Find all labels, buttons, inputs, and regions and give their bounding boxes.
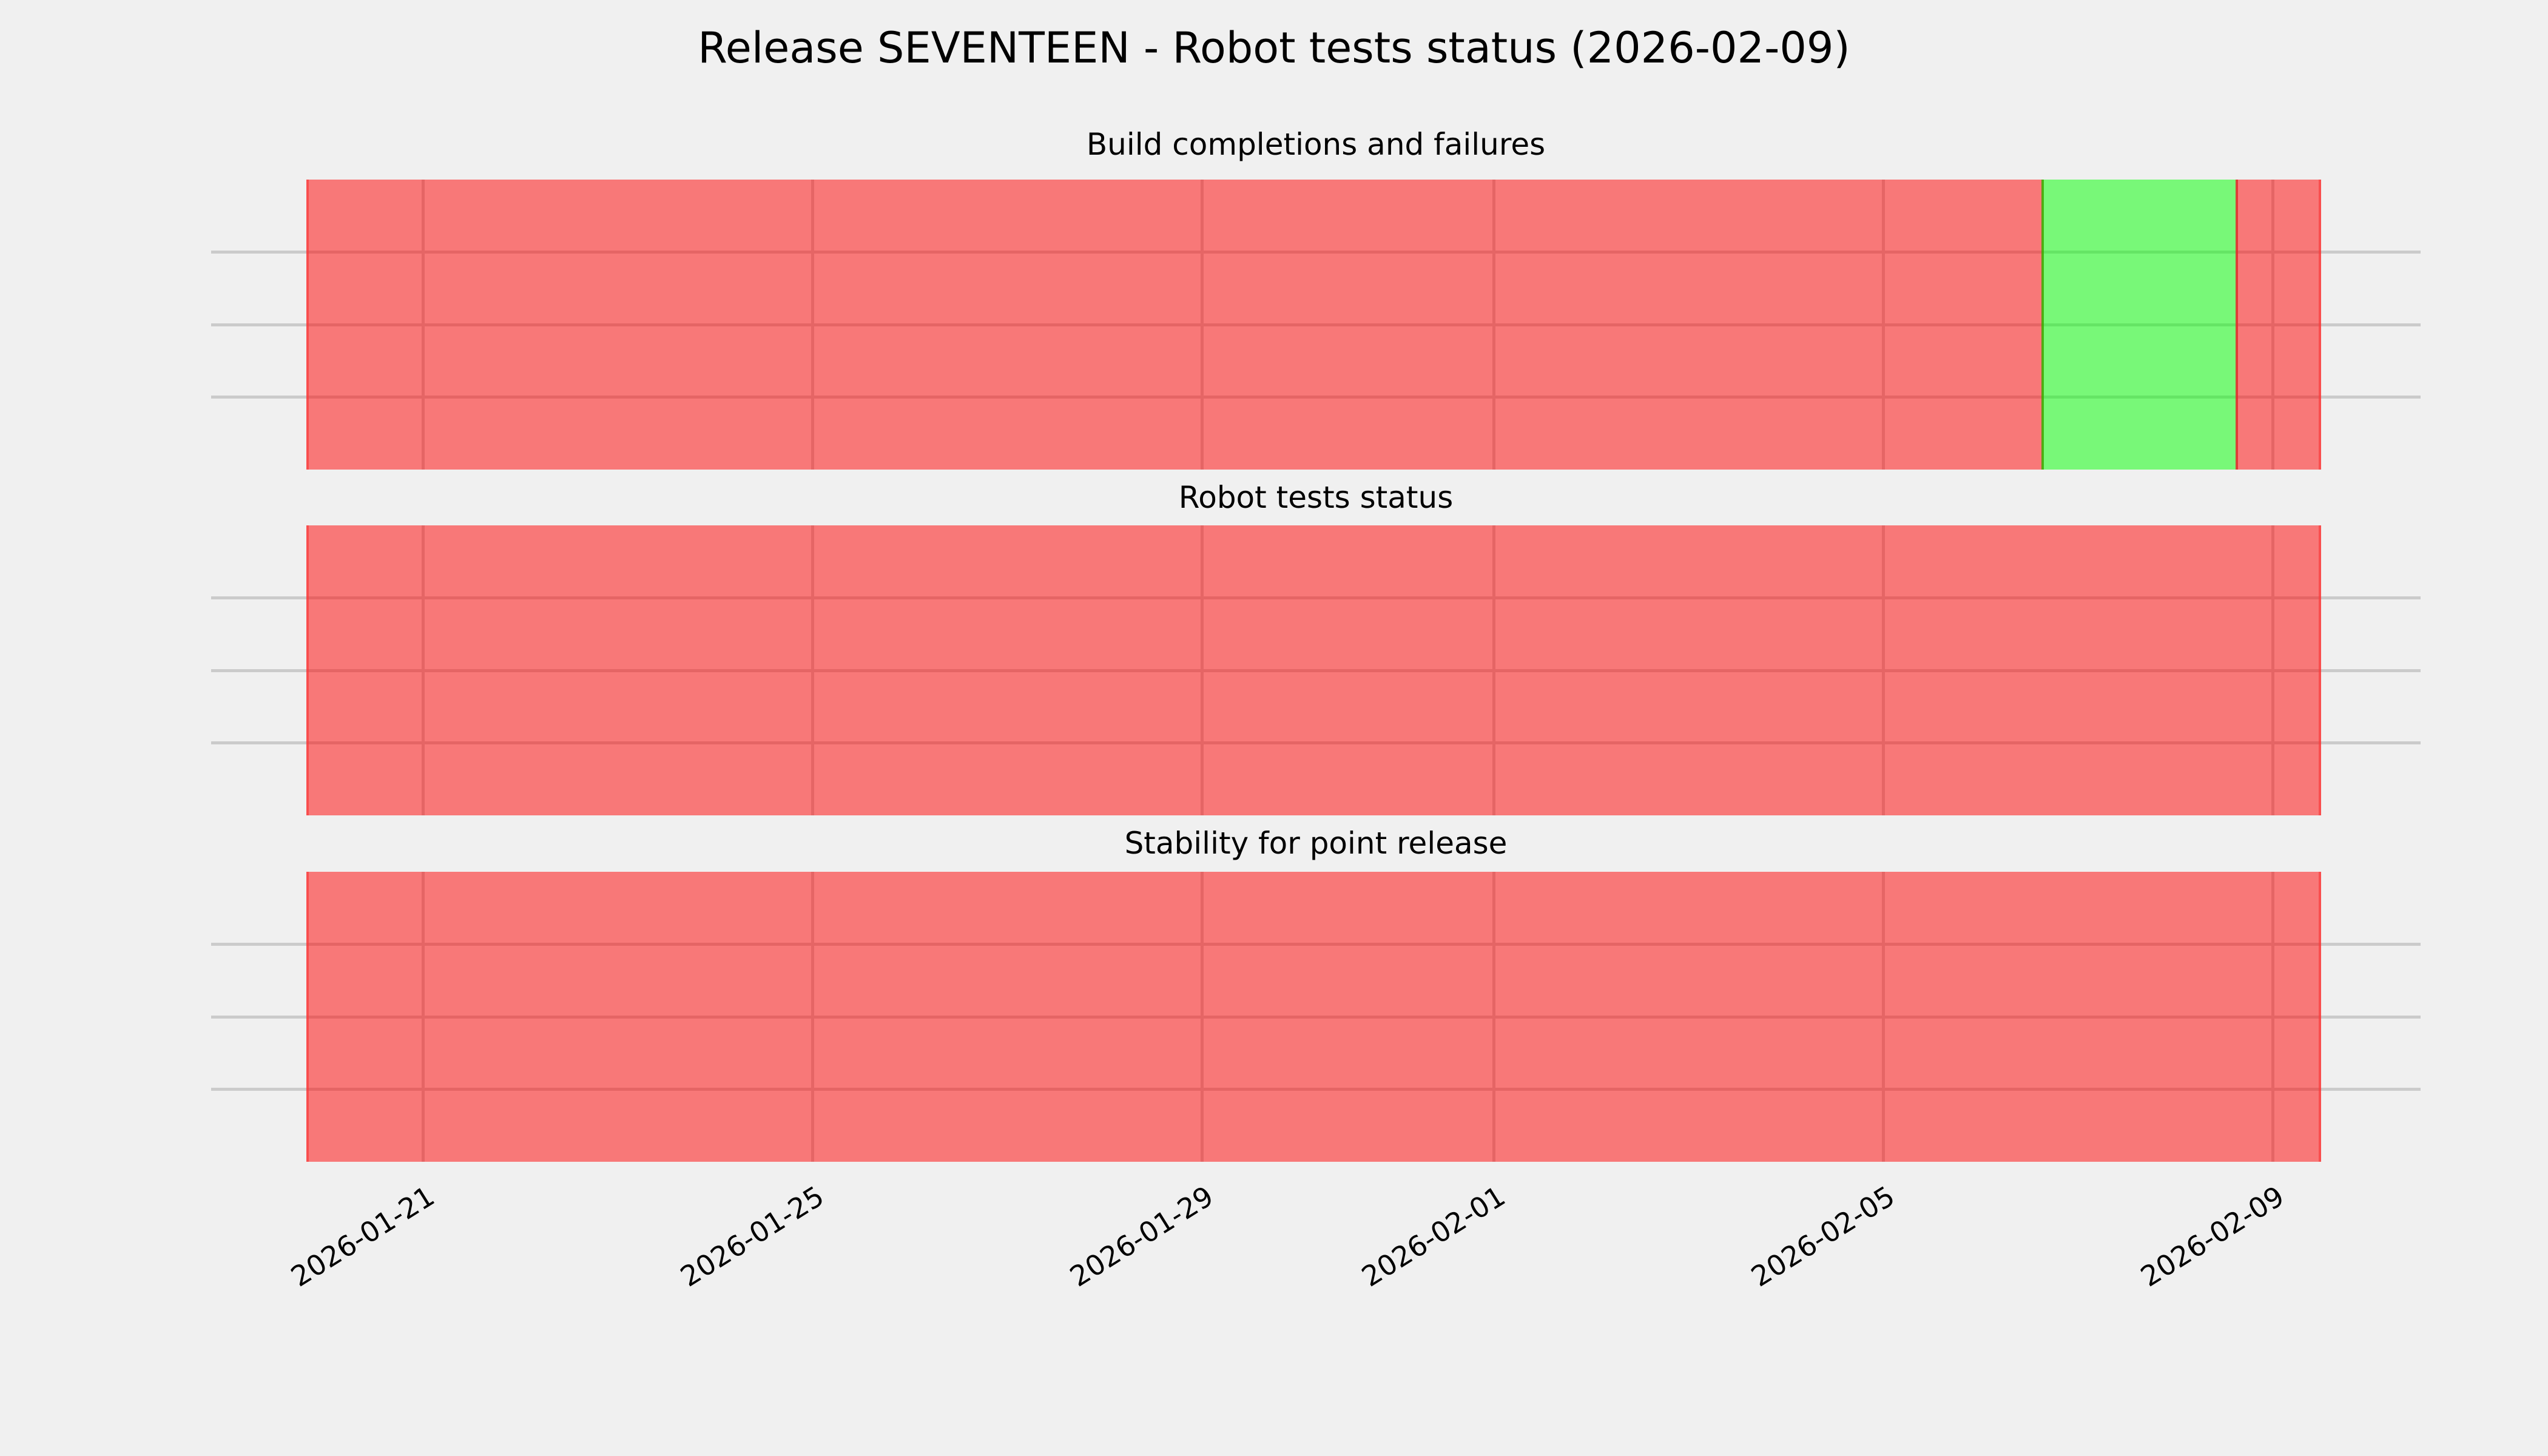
x-tick-label-text: 2026-01-21 <box>285 1179 440 1293</box>
span-edge-line <box>2235 180 2238 470</box>
subplot-1-title: Build completions and failures <box>1086 127 1546 162</box>
subplot-1-plot-area <box>211 180 2421 470</box>
status-span-fail <box>2236 180 2322 470</box>
span-edge-line <box>2319 872 2322 1162</box>
span-edge-line <box>2319 180 2322 470</box>
span-edge-line <box>306 872 309 1162</box>
status-span-fail <box>306 525 2322 815</box>
subplot-3-plot-area <box>211 872 2421 1162</box>
x-tick-label-text: 2026-02-01 <box>1356 1179 1511 1293</box>
x-tick-label-text: 2026-01-29 <box>1064 1179 1219 1293</box>
x-tick-label-text: 2026-01-25 <box>675 1179 830 1293</box>
status-span-fail <box>306 180 2043 470</box>
status-span-pass <box>2043 180 2237 470</box>
subplot-2-title: Robot tests status <box>1178 480 1454 515</box>
span-edge-line <box>306 525 309 815</box>
span-edge-line <box>2319 525 2322 815</box>
span-edge-line <box>2041 180 2044 470</box>
subplot-3-title: Stability for point release <box>1124 826 1508 861</box>
x-tick-label-text: 2026-02-05 <box>1745 1179 1901 1293</box>
subplot-2-plot-area <box>211 525 2421 815</box>
span-edge-line <box>306 180 309 470</box>
x-tick-label-text: 2026-02-09 <box>2134 1179 2290 1293</box>
figure-title: Release SEVENTEEN - Robot tests status (… <box>698 23 1850 73</box>
status-span-fail <box>306 872 2322 1162</box>
